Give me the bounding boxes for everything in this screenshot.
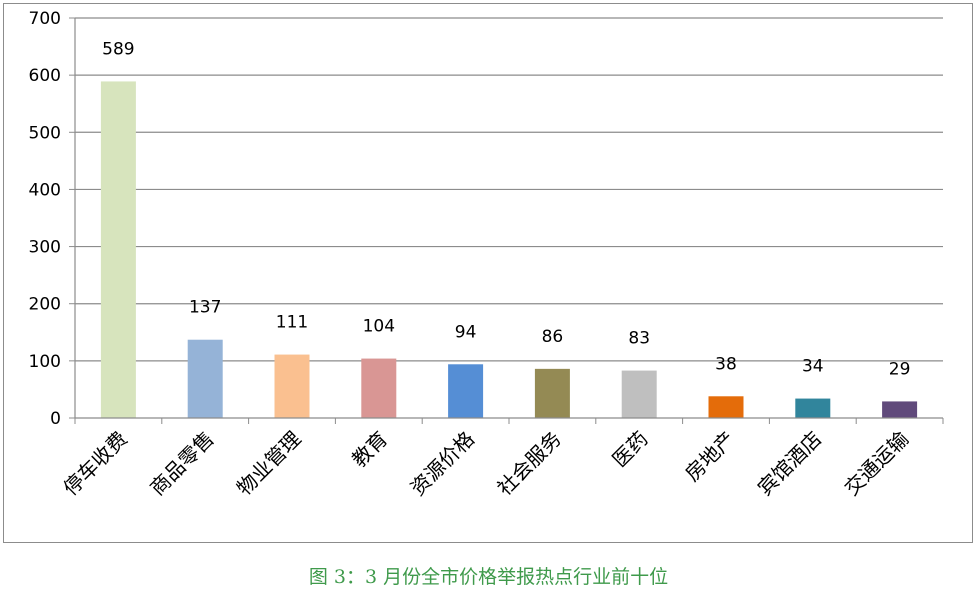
data-label: 137: [189, 298, 221, 318]
chart-frame: [3, 3, 973, 543]
category-label: 医药: [607, 427, 652, 472]
bar: [882, 401, 918, 418]
category-label: 资源价格: [406, 427, 480, 501]
data-label: 111: [276, 313, 308, 333]
y-tick-label: 100: [29, 352, 61, 372]
y-tick-label: 300: [29, 238, 61, 258]
data-label: 94: [455, 322, 477, 342]
category-label: 宾馆酒店: [753, 427, 827, 501]
bar: [448, 364, 484, 418]
y-tick-label: 600: [29, 66, 61, 86]
bar: [708, 396, 744, 418]
bar: [361, 358, 397, 418]
bar: [100, 81, 136, 418]
data-label: 34: [802, 357, 824, 377]
data-label: 38: [715, 354, 737, 374]
y-tick-label: 400: [29, 180, 61, 200]
data-label: 29: [889, 359, 911, 379]
data-label: 589: [102, 39, 134, 59]
category-label: 物业管理: [232, 427, 306, 501]
figure-caption: 图 3：3 月份全市价格举报热点行业前十位: [308, 566, 669, 588]
data-label: 104: [363, 317, 395, 337]
y-tick-label: 700: [29, 9, 61, 29]
y-tick-label: 0: [50, 409, 61, 429]
category-label: 交通运输: [840, 427, 914, 501]
category-label: 房地产: [680, 427, 739, 486]
category-label: 社会服务: [492, 427, 566, 501]
category-label: 商品零售: [145, 427, 219, 501]
bar: [187, 339, 223, 418]
data-label: 86: [542, 327, 564, 347]
category-label: 教育: [347, 427, 392, 472]
y-tick-label: 500: [29, 123, 61, 143]
bar: [621, 370, 657, 418]
bar: [795, 398, 831, 418]
bar: [274, 354, 310, 418]
bar: [534, 368, 570, 418]
bar-chart: 0 100 200 300 400 500 600 700 589 137 111 104 94 86 83…: [29, 9, 944, 501]
category-label: 停车收费: [58, 427, 132, 501]
y-tick-label: 200: [29, 295, 61, 315]
data-label: 83: [628, 329, 650, 349]
